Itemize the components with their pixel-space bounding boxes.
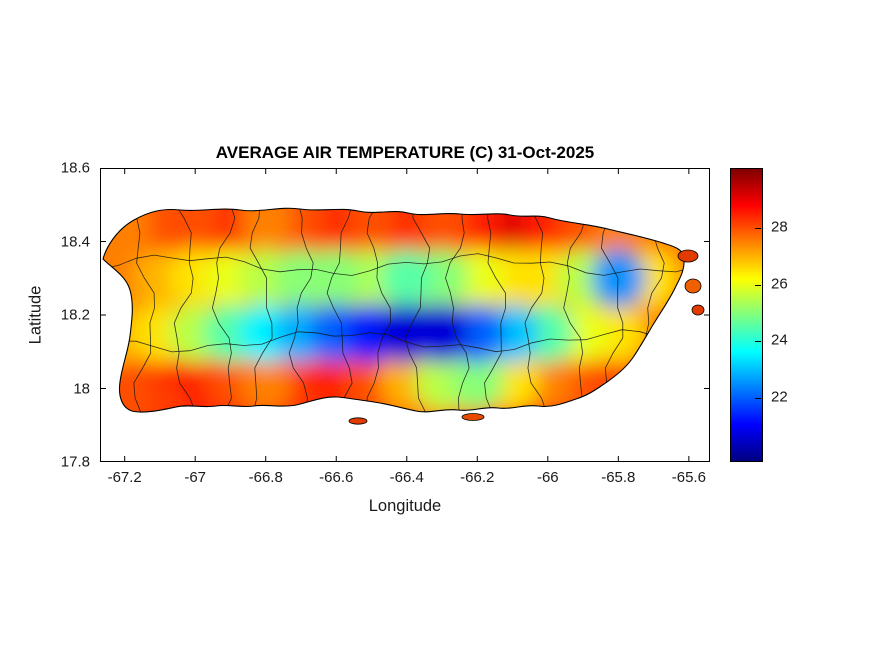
colorbar-tick-label: 22 [771,388,788,406]
offshore-island-south-west [348,417,368,425]
municipality-boundaries [103,208,685,413]
x-tick-label: -67.2 [107,469,142,486]
puerto-rico-temperature-map [100,167,710,463]
colorbar-tick-label: 24 [771,331,788,349]
offshore-islands [348,249,705,425]
x-axis-label: Longitude [368,497,442,515]
colorbar-tick-mark [755,228,761,230]
y-tick-label: 18.2 [60,306,90,324]
colorbar-tick-mark [755,284,761,286]
x-tick-label: -67 [184,469,207,486]
x-tick-label: -65.8 [601,469,636,486]
offshore-island-south [461,413,485,421]
coastline-outline [102,207,685,413]
x-tick-label: -66.6 [319,469,354,486]
chart-title: AVERAGE AIR TEMPERATURE (C) 31-Oct-2025 [215,143,595,162]
island-fill-group [103,208,685,413]
x-tick-label: -66 [536,469,559,486]
offshore-island-northeast-2 [684,278,702,294]
y-tick-label: 18.6 [60,159,90,177]
y-tick-label: 18 [73,380,90,397]
plot-box-frame [100,168,710,462]
y-tick-label: 17.8 [60,453,90,471]
plot-area [100,167,710,463]
colorbar-tick-mark [755,397,761,399]
y-tick-label: 18.4 [60,233,90,250]
colorbar [730,168,763,462]
x-tick-label: -66.2 [460,469,495,486]
x-tick-label: -66.4 [389,469,424,486]
colorbar-tick-label: 28 [771,218,788,236]
offshore-island-east [691,304,705,316]
colorbar-tick-mark [755,341,761,343]
offshore-island-northeast-1 [677,249,699,263]
x-tick-label: -66.8 [248,469,283,486]
colorbar-tick-label: 26 [771,275,788,293]
x-tick-label: -65.6 [671,469,706,486]
